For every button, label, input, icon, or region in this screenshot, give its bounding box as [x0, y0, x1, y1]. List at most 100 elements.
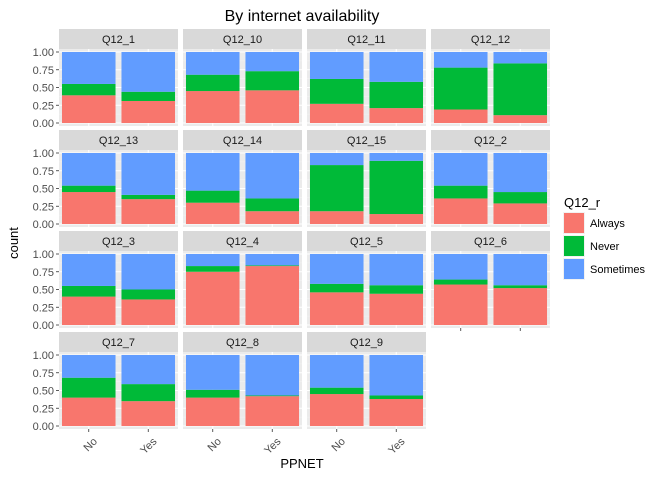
- facet-strip-label: Q12_9: [350, 337, 383, 349]
- facet-panel: Q12_2: [431, 130, 550, 227]
- facet-strip: [307, 231, 426, 251]
- facet-strip: [431, 130, 550, 150]
- bar-segment-always: [245, 266, 300, 325]
- bar-segment-never: [245, 71, 300, 91]
- facet-strip-label: Q12_6: [474, 236, 507, 248]
- y-tick-label: 0.75: [33, 65, 54, 77]
- bar-segment-always: [433, 109, 488, 123]
- facet-panel: Q12_11: [307, 29, 426, 126]
- bar-segment-never: [61, 377, 116, 398]
- facet-strip: [59, 332, 178, 352]
- bar-segment-never: [61, 285, 116, 297]
- facet-panel: Q12_12: [431, 29, 550, 126]
- bar-segment-always: [61, 397, 116, 426]
- bar-segment-never: [185, 389, 240, 398]
- bar-segment-sometimes: [61, 254, 116, 286]
- legend: Q12_r Always Never Sometimes: [563, 195, 646, 280]
- facet-panel: Q12_14: [183, 130, 302, 227]
- bar-segment-never: [121, 194, 176, 200]
- facet-panel: Q12_9: [307, 332, 426, 432]
- y-tick-label: 0.50: [33, 285, 54, 297]
- facet-panel: Q12_13 0.00 0.25 0.50 0.75 1.00: [33, 130, 178, 231]
- facet-strip: [59, 29, 178, 49]
- bar-segment-never: [369, 81, 424, 109]
- bar-segment-always: [61, 192, 116, 224]
- bar-segment-never: [493, 192, 548, 204]
- bar-segment-sometimes: [245, 153, 300, 199]
- facet-panel: Q12_3 0.00 0.25 0.50 0.75 1.00: [33, 231, 178, 332]
- bar-segment-never: [433, 67, 488, 110]
- bar-segment-never: [61, 83, 116, 96]
- bar-segment-never: [185, 266, 240, 272]
- y-tick-label: 0.00: [33, 421, 54, 433]
- facet-strip-label: Q12_10: [223, 34, 262, 46]
- bar-segment-always: [493, 288, 548, 325]
- facet-panel: Q12_8: [183, 332, 302, 432]
- facet-panel: Q12_6: [431, 231, 550, 331]
- bar-segment-always: [309, 211, 364, 224]
- bar-segment-sometimes: [433, 254, 488, 280]
- bar-segment-sometimes: [185, 254, 240, 267]
- y-tick-label: 1.00: [33, 350, 54, 362]
- facet-strip-label: Q12_12: [471, 34, 510, 46]
- facet-strip: [183, 130, 302, 150]
- bar-segment-sometimes: [369, 355, 424, 396]
- facet-panel: Q12_7 0.00 0.25 0.50 0.75 1.00: [33, 332, 178, 433]
- bar-segment-never: [433, 279, 488, 285]
- facet-strip-label: Q12_13: [99, 135, 138, 147]
- bar-segment-always: [185, 91, 240, 123]
- x-tick-label: No: [330, 436, 348, 454]
- bar-segment-never: [493, 63, 548, 116]
- facet-strip-label: Q12_11: [347, 34, 385, 46]
- bar-segment-sometimes: [369, 254, 424, 286]
- bar-segment-never: [309, 165, 364, 212]
- x-tick-label: No: [82, 436, 100, 454]
- facet-panel: Q12_4: [183, 231, 302, 328]
- bar-segment-sometimes: [433, 153, 488, 186]
- bar-segment-always: [245, 396, 300, 426]
- bar-segment-sometimes: [493, 52, 548, 64]
- legend-swatch: [564, 213, 584, 233]
- bar-segment-never: [433, 185, 488, 199]
- y-tick-label: 1.00: [33, 249, 54, 261]
- facet-strip: [183, 29, 302, 49]
- bar-segment-never: [369, 395, 424, 400]
- facet-strip-label: Q12_2: [474, 135, 507, 147]
- bar-segment-sometimes: [121, 52, 176, 92]
- facet-strip-label: Q12_15: [347, 135, 386, 147]
- bar-segment-never: [185, 190, 240, 203]
- bar-segment-sometimes: [309, 355, 364, 388]
- y-tick-label: 0.50: [33, 184, 54, 196]
- facet-strip: [183, 332, 302, 352]
- x-axis-title: PPNET: [280, 456, 323, 471]
- legend-swatch: [564, 259, 584, 279]
- y-tick-label: 0.25: [33, 201, 54, 213]
- bar-segment-never: [369, 160, 424, 215]
- facet-strip-label: Q12_8: [226, 337, 259, 349]
- facet-strip-label: Q12_5: [350, 236, 383, 248]
- facet-panel: Q12_10: [183, 29, 302, 126]
- bar-segment-always: [369, 399, 424, 426]
- y-tick-label: 0.00: [33, 118, 54, 130]
- bar-segment-sometimes: [309, 254, 364, 284]
- bar-segment-never: [245, 265, 300, 267]
- x-axis-tick-labels: No Yes No Yes No Yes: [82, 435, 408, 457]
- bar-segment-never: [61, 185, 116, 193]
- bar-segment-sometimes: [121, 254, 176, 290]
- bar-segment-sometimes: [121, 355, 176, 385]
- facet-strip: [183, 231, 302, 251]
- y-tick-label: 0.00: [33, 320, 54, 332]
- y-tick-label: 0.00: [33, 219, 54, 231]
- bar-segment-never: [309, 78, 364, 104]
- bar-segment-always: [245, 211, 300, 224]
- facet-strip: [431, 29, 550, 49]
- bar-segment-always: [61, 296, 116, 325]
- bar-segment-always: [245, 90, 300, 123]
- bar-segment-always: [369, 293, 424, 325]
- bar-segment-sometimes: [61, 355, 116, 378]
- facet-strip-label: Q12_3: [102, 236, 135, 248]
- y-tick-label: 0.75: [33, 368, 54, 380]
- bar-segment-never: [245, 395, 300, 397]
- bar-segment-always: [309, 394, 364, 426]
